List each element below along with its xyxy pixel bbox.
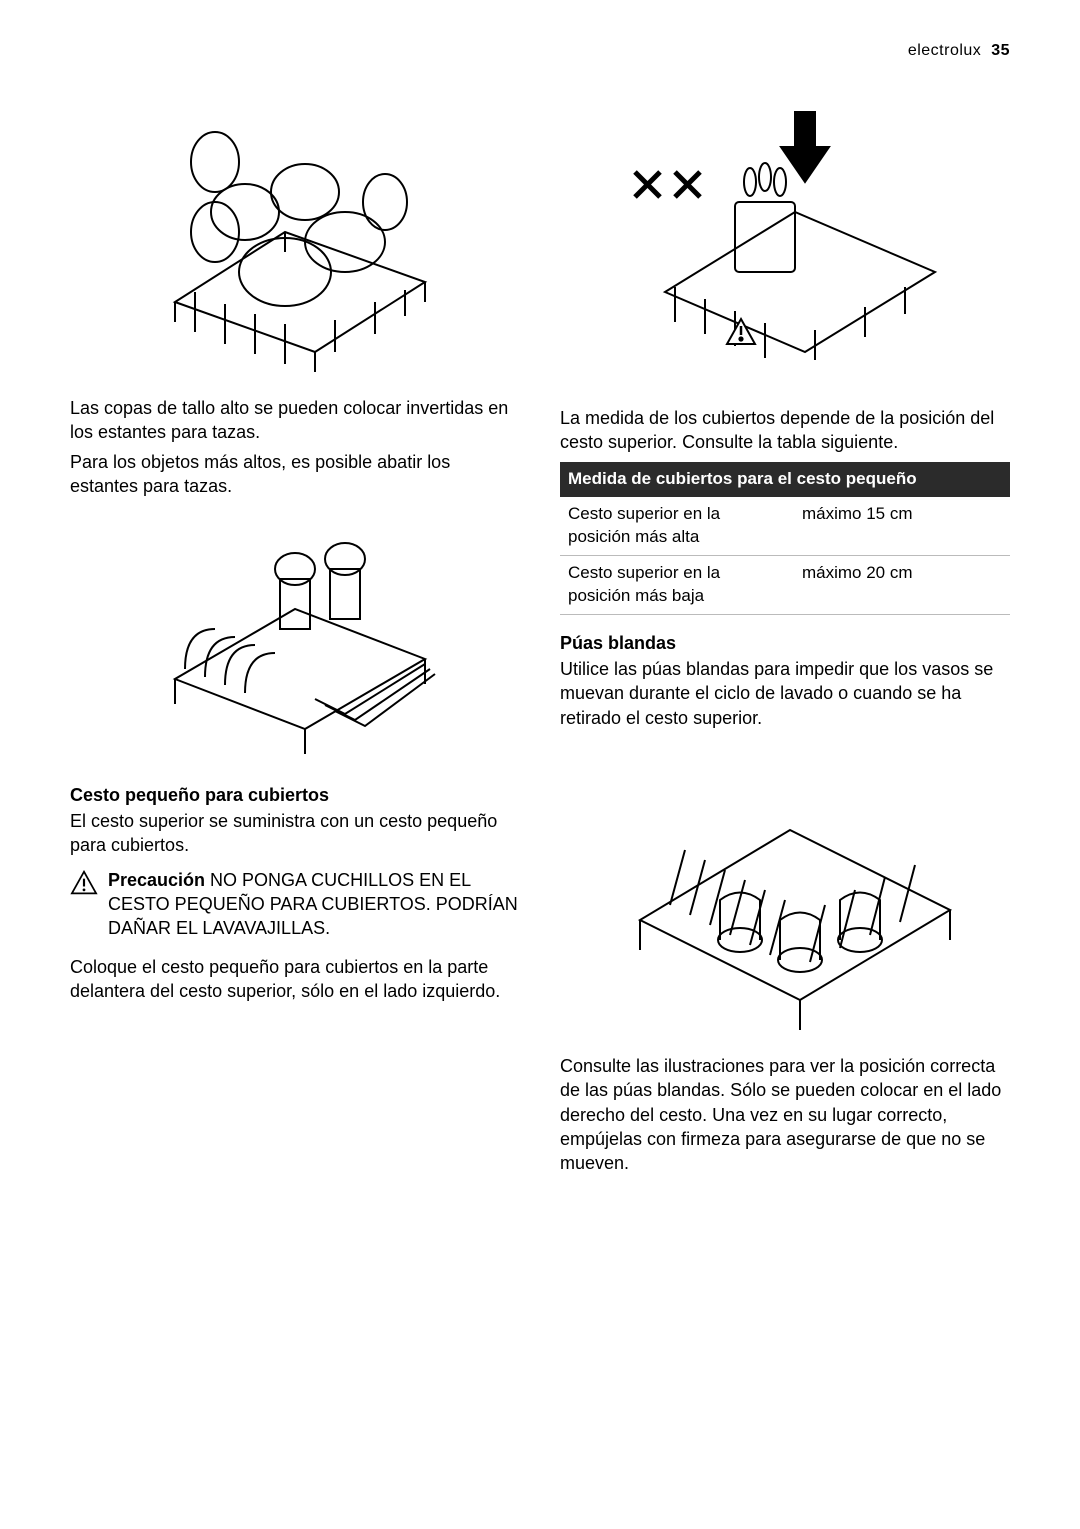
soft-spikes-icon bbox=[600, 740, 970, 1040]
table-cell: máximo 20 cm bbox=[794, 556, 1010, 615]
left-column: Las copas de tallo alto se pueden coloca… bbox=[70, 82, 520, 1182]
basket-cups-icon bbox=[135, 92, 455, 382]
two-column-layout: Las copas de tallo alto se pueden coloca… bbox=[70, 82, 1010, 1182]
caution-label: Precaución bbox=[108, 870, 205, 890]
illustration-soft-spikes bbox=[600, 740, 970, 1040]
brand-text: electrolux bbox=[908, 42, 981, 59]
paragraph: Consulte las ilustraciones para ver la p… bbox=[560, 1054, 1010, 1175]
table-row: Cesto superior en la posición más baja m… bbox=[560, 556, 1010, 615]
subheading-soft-spikes: Púas blandas bbox=[560, 631, 1010, 655]
warning-icon bbox=[70, 870, 98, 896]
paragraph: Las copas de tallo alto se pueden coloca… bbox=[70, 396, 520, 445]
page-number: 35 bbox=[991, 42, 1010, 59]
caution-text-wrap: Precaución NO PONGA CUCHILLOS EN EL CEST… bbox=[108, 868, 520, 941]
cutlery-placement-icon bbox=[605, 92, 965, 392]
paragraph: Utilice las púas blandas para impedir qu… bbox=[560, 657, 1010, 730]
caution-block: Precaución NO PONGA CUCHILLOS EN EL CEST… bbox=[70, 868, 520, 941]
paragraph: El cesto superior se suministra con un c… bbox=[70, 809, 520, 858]
table-row: Cesto superior en la posición más alta m… bbox=[560, 497, 1010, 555]
table-header: Medida de cubiertos para el cesto pequeñ… bbox=[560, 462, 1010, 497]
illustration-upper-basket-cups bbox=[135, 92, 455, 382]
paragraph: La medida de los cubiertos depende de la… bbox=[560, 406, 1010, 455]
subheading-cutlery-basket: Cesto pequeño para cubiertos bbox=[70, 783, 520, 807]
page-header: electrolux 35 bbox=[70, 40, 1010, 62]
paragraph: Para los objetos más altos, es posible a… bbox=[70, 450, 520, 499]
cutlery-size-table: Medida de cubiertos para el cesto pequeñ… bbox=[560, 462, 1010, 615]
paragraph: Coloque el cesto pequeño para cubiertos … bbox=[70, 955, 520, 1004]
table-cell: Cesto superior en la posición más alta bbox=[560, 497, 794, 555]
table-cell: máximo 15 cm bbox=[794, 497, 1010, 555]
illustration-folded-shelves bbox=[145, 509, 445, 769]
folded-shelves-icon bbox=[145, 509, 445, 769]
table-cell: Cesto superior en la posición más baja bbox=[560, 556, 794, 615]
illustration-cutlery-basket-placement bbox=[605, 92, 965, 392]
right-column: La medida de los cubiertos depende de la… bbox=[560, 82, 1010, 1182]
